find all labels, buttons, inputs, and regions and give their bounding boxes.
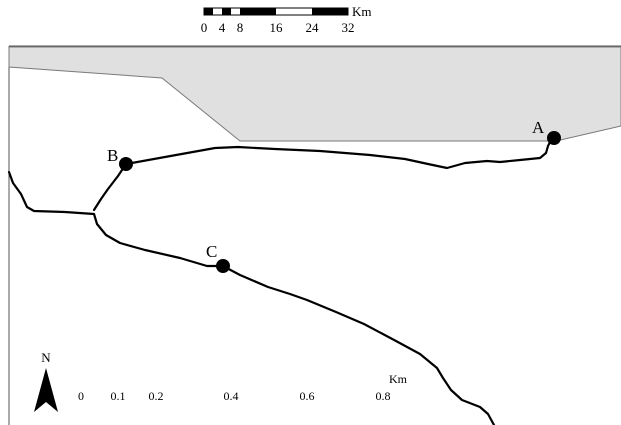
scale-bar-bottom-tick: 0.6	[300, 389, 315, 403]
scale-bar-bottom: Km 0 0.1 0.2 0.4 0.6 0.8	[78, 372, 408, 403]
scale-bar-top-segment	[222, 8, 231, 15]
site-label-b: B	[107, 146, 118, 165]
water-body	[8, 46, 621, 142]
north-arrow-icon	[34, 368, 58, 412]
site-point-b[interactable]	[119, 157, 133, 171]
site-label-c: C	[206, 242, 217, 261]
scale-bar-top-tick: 8	[237, 20, 244, 35]
site-point-a[interactable]	[547, 131, 561, 145]
scale-bar-top-segment	[204, 8, 213, 15]
scale-bar-bottom-tick: 0.8	[376, 389, 391, 403]
scale-bar-bottom-tick: 0	[78, 389, 84, 403]
scale-bar-top-tick: 0	[201, 20, 208, 35]
scale-bar-bottom-tick: 0.4	[224, 389, 239, 403]
site-point-c[interactable]	[216, 259, 230, 273]
scale-bar-bottom-tick: 0.2	[149, 389, 164, 403]
road-connector	[92, 162, 128, 212]
north-label: N	[41, 350, 51, 365]
scale-bar-top-tick: 16	[270, 20, 284, 35]
scale-bar-top: Km 0 4 8 16 24 32	[201, 4, 372, 35]
map-frame	[8, 45, 621, 425]
scale-bar-bottom-tick: 0.1	[111, 389, 126, 403]
scale-bar-top-tick: 32	[342, 20, 355, 35]
road-west	[7, 170, 96, 216]
scale-bar-top-unit: Km	[352, 4, 372, 19]
scale-bar-top-tick: 4	[219, 20, 226, 35]
scale-bar-bottom-unit: Km	[389, 372, 408, 386]
scale-bar-top-segment	[312, 8, 348, 15]
north-arrow: N	[34, 350, 58, 412]
road-lower	[92, 212, 496, 425]
scale-bar-top-tick: 24	[306, 20, 320, 35]
site-marker-b[interactable]: B	[107, 146, 133, 171]
scale-bar-top-segment	[240, 8, 276, 15]
site-label-a: A	[532, 118, 545, 137]
site-marker-c[interactable]: C	[206, 242, 230, 273]
road-upper	[124, 138, 553, 170]
site-marker-a[interactable]: A	[532, 118, 561, 145]
